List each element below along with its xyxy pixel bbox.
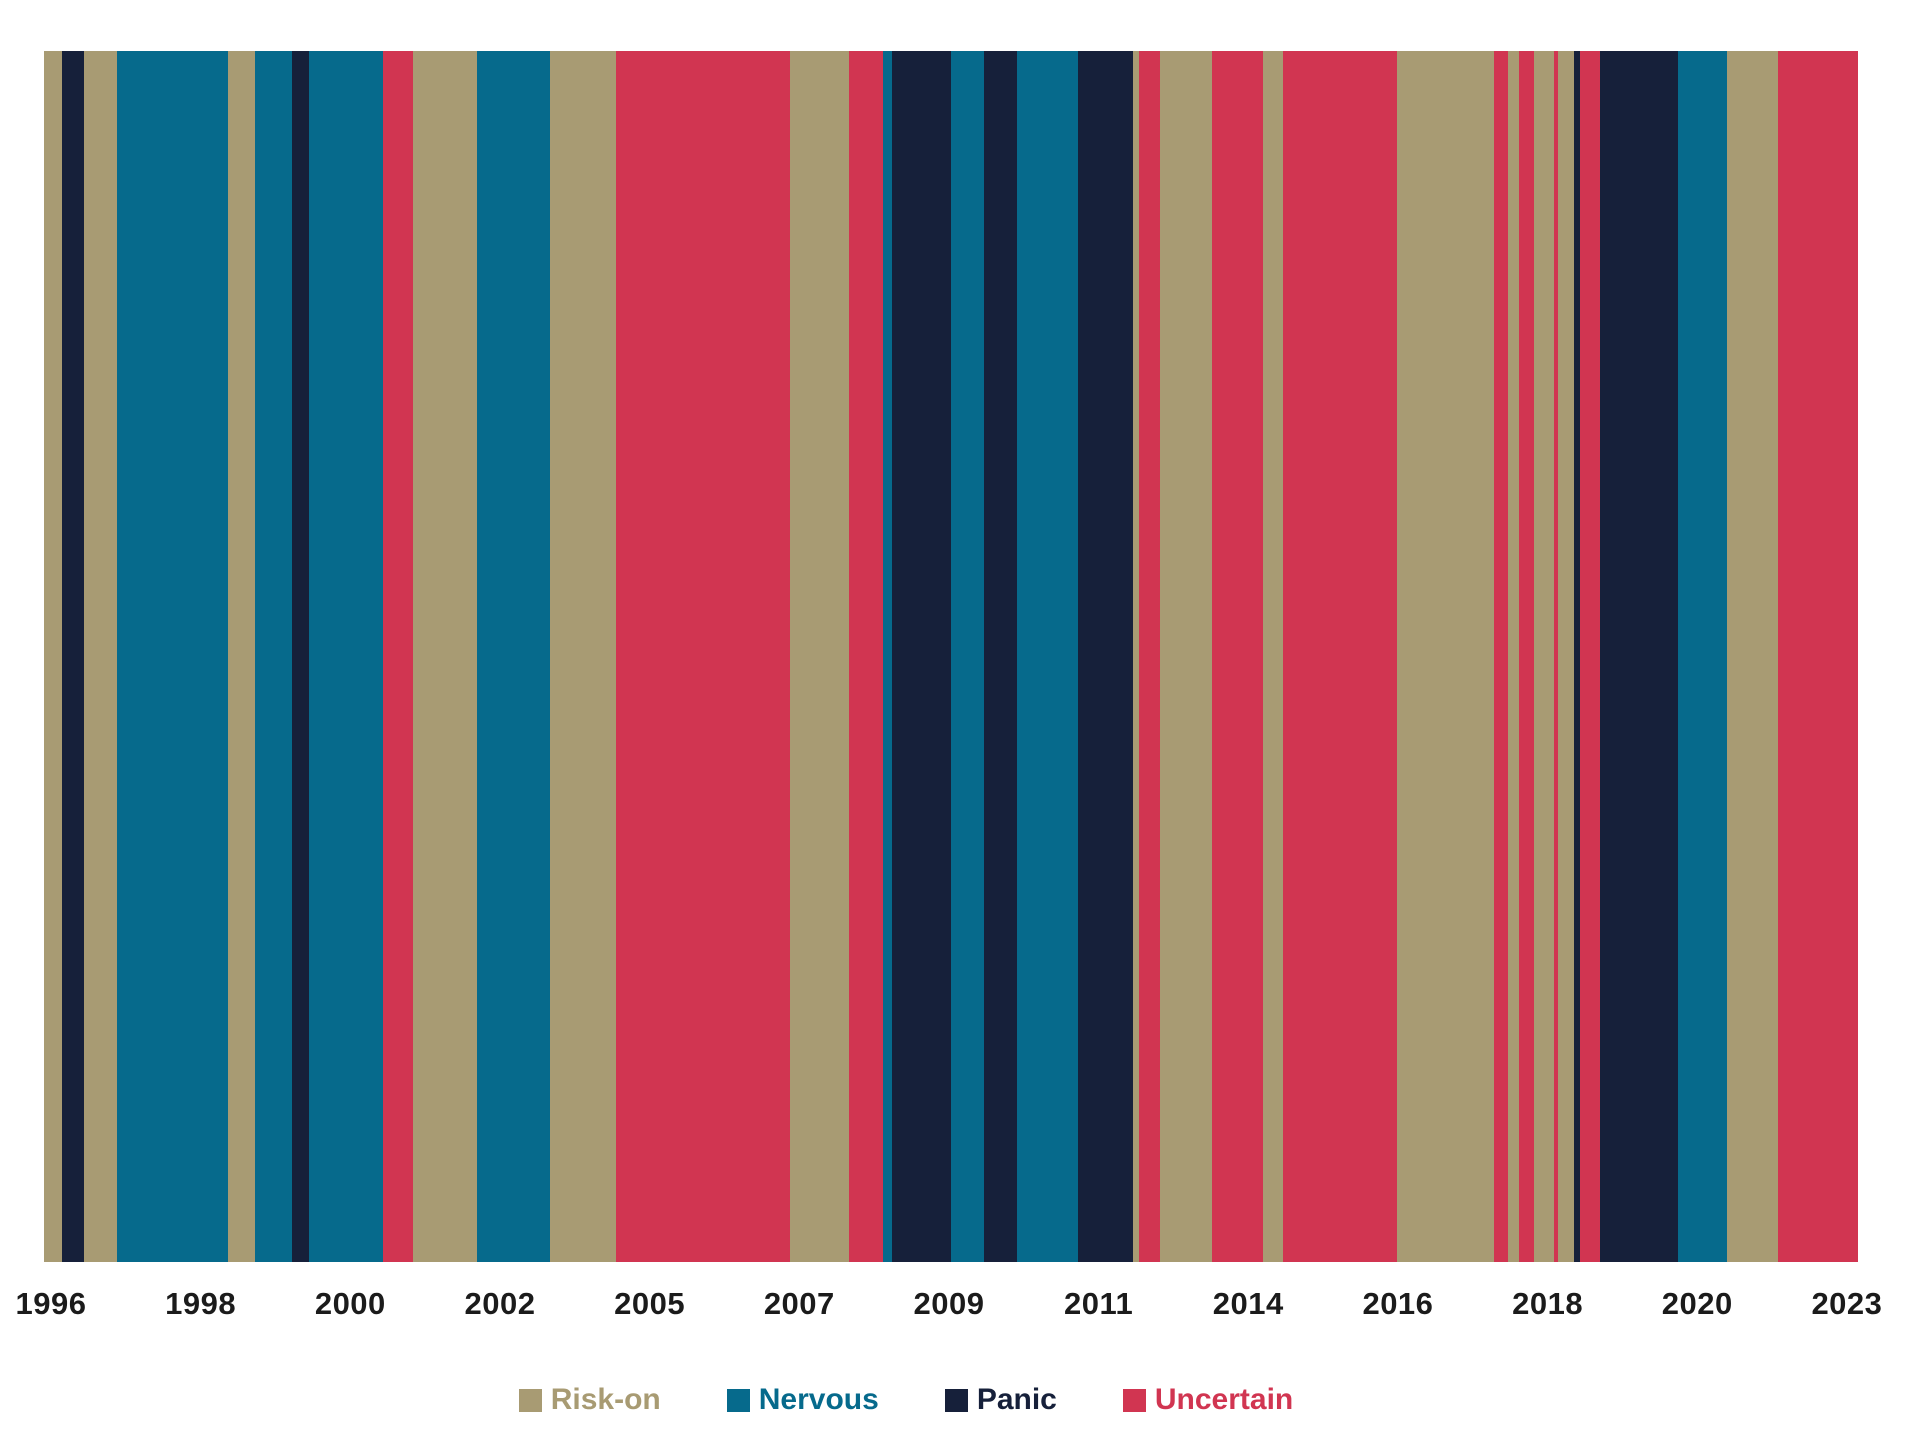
x-tick-label-2016: 2016 [1362, 1286, 1434, 1321]
regime-strip [44, 51, 1858, 1262]
regime-band-risk-on [1558, 51, 1574, 1262]
x-tick-label-2009: 2009 [913, 1286, 985, 1321]
regime-band-panic [1078, 51, 1133, 1262]
legend-item-nervous: Nervous [726, 1383, 879, 1416]
legend-swatch-icon [518, 1388, 542, 1412]
regime-band-nervous [951, 51, 984, 1262]
x-tick-label-2018: 2018 [1512, 1286, 1584, 1321]
regime-band-nervous [1678, 51, 1727, 1262]
x-axis-labels: 1996 1998 2000 2002 2005 2007 2009 2011 2014 2016… [16, 1262, 1882, 1332]
regime-band-risk-on [1397, 51, 1494, 1262]
regime-band-panic [292, 51, 309, 1262]
legend-swatch-icon [1122, 1388, 1146, 1412]
legend-swatch-icon [726, 1388, 750, 1412]
regime-band-panic [1600, 51, 1678, 1262]
regime-band-panic [1574, 51, 1580, 1262]
regime-band-risk-on [84, 51, 117, 1262]
regime-band-risk-on [1508, 51, 1519, 1262]
regime-band-nervous [117, 51, 228, 1262]
x-tick-label-2000: 2000 [314, 1286, 386, 1321]
regime-band-nervous [477, 51, 550, 1262]
x-tick-label-2005: 2005 [614, 1286, 686, 1321]
legend-label: Nervous [758, 1383, 879, 1416]
regime-band-uncertain [1212, 51, 1263, 1262]
regime-band-risk-on [413, 51, 477, 1262]
regime-band-nervous [1017, 51, 1078, 1262]
x-tick-label-1996: 1996 [15, 1286, 87, 1321]
regime-band-risk-on [44, 51, 62, 1262]
legend-item-risk-on: Risk-on [518, 1383, 661, 1416]
regime-band-panic [984, 51, 1017, 1262]
regime-band-nervous [883, 51, 892, 1262]
regime-band-nervous [309, 51, 383, 1262]
regime-band-uncertain [849, 51, 883, 1262]
regime-band-uncertain [616, 51, 790, 1262]
x-tick-label-2020: 2020 [1661, 1286, 1733, 1321]
regime-band-uncertain [1283, 51, 1397, 1262]
chart-legend: Risk-on Nervous Panic Uncertain [0, 1383, 1908, 1417]
legend-item-uncertain: Uncertain [1122, 1383, 1294, 1416]
regime-band-risk-on [1534, 51, 1554, 1262]
legend-label: Risk-on [550, 1383, 661, 1416]
legend-label: Uncertain [1154, 1383, 1294, 1416]
regime-band-risk-on [790, 51, 849, 1262]
regime-band-nervous [255, 51, 292, 1262]
regime-band-risk-on [1263, 51, 1283, 1262]
regime-band-uncertain [1580, 51, 1600, 1262]
x-tick-label-2014: 2014 [1212, 1286, 1284, 1321]
regime-band-uncertain [1494, 51, 1508, 1262]
regime-band-uncertain [383, 51, 413, 1262]
regime-band-risk-on [228, 51, 255, 1262]
x-tick-label-2007: 2007 [763, 1286, 835, 1321]
regime-band-uncertain [1519, 51, 1534, 1262]
x-tick-label-1998: 1998 [165, 1286, 237, 1321]
legend-item-panic: Panic [944, 1383, 1057, 1416]
x-tick-label-2023: 2023 [1811, 1286, 1883, 1321]
regime-band-uncertain [1139, 51, 1160, 1262]
x-tick-label-2011: 2011 [1063, 1286, 1134, 1321]
regime-band-risk-on [1727, 51, 1778, 1262]
regime-band-risk-on [1160, 51, 1212, 1262]
x-tick-label-2002: 2002 [464, 1286, 536, 1321]
regime-band-uncertain [1778, 51, 1858, 1262]
regime-band-risk-on [550, 51, 616, 1262]
legend-label: Panic [976, 1383, 1057, 1416]
regime-band-uncertain [1554, 51, 1558, 1262]
regime-band-panic [892, 51, 951, 1262]
regime-band-risk-on [1133, 51, 1139, 1262]
legend-swatch-icon [944, 1388, 968, 1412]
regime-band-panic [62, 51, 84, 1262]
